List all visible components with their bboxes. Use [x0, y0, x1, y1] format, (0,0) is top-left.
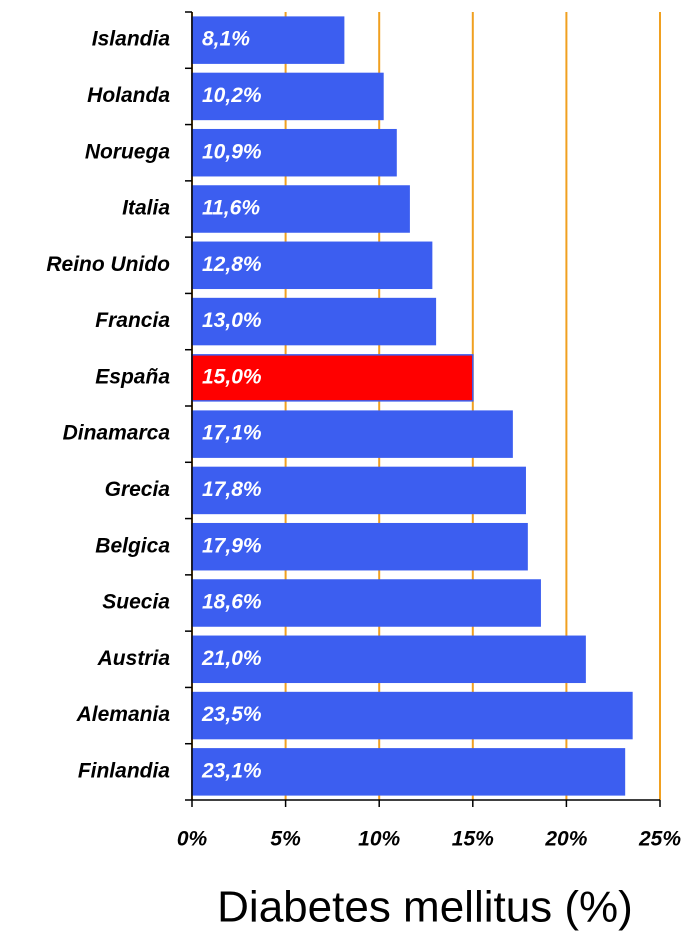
- y-tick-label: Austria: [97, 647, 171, 670]
- y-tick-label: España: [95, 365, 170, 388]
- y-tick-label: Islandia: [92, 28, 171, 51]
- y-tick-label: Suecia: [102, 591, 170, 614]
- y-tick-label: Reino Unido: [46, 253, 170, 276]
- value-label: 11,6%: [202, 197, 260, 220]
- x-tick-label: 15%: [452, 828, 494, 851]
- bar: [191, 241, 433, 290]
- value-label: 13,0%: [202, 309, 262, 332]
- y-tick-label: Dinamarca: [63, 422, 171, 445]
- x-tick-label: 10%: [358, 828, 400, 851]
- x-tick-label: 5%: [270, 828, 301, 851]
- y-tick-label: Alemania: [76, 703, 171, 726]
- bar: [191, 128, 397, 177]
- bar: [191, 579, 541, 627]
- bar: [191, 72, 384, 121]
- y-tick-label: Noruega: [85, 140, 171, 163]
- bar: [191, 466, 526, 515]
- value-label: 23,5%: [201, 703, 262, 726]
- bar: [191, 410, 513, 458]
- x-tick-label: 25%: [638, 828, 681, 851]
- y-tick-label: Italia: [122, 197, 170, 220]
- value-label: 10,9%: [202, 140, 262, 163]
- y-tick-label: Francia: [95, 309, 170, 332]
- value-label: 8,1%: [202, 28, 250, 51]
- bar: [191, 297, 437, 346]
- y-tick-label: Belgica: [95, 534, 170, 557]
- x-tick-label: 20%: [544, 828, 587, 851]
- value-label: 21,0%: [201, 647, 262, 670]
- bar: [191, 748, 626, 796]
- value-label: 17,8%: [202, 478, 262, 501]
- x-tick-label: 0%: [177, 828, 208, 851]
- value-label: 18,6%: [202, 591, 262, 614]
- value-label: 17,1%: [202, 422, 262, 445]
- value-label: 15,0%: [202, 365, 262, 388]
- y-tick-label: Holanda: [87, 84, 170, 107]
- value-label: 23,1%: [201, 759, 262, 782]
- y-tick-label: Grecia: [105, 478, 171, 501]
- bar: [191, 635, 586, 684]
- value-label: 17,9%: [202, 534, 262, 557]
- bar: [191, 522, 528, 571]
- bar: [191, 185, 410, 233]
- bar: [191, 16, 345, 64]
- bar: [191, 354, 474, 402]
- value-label: 10,2%: [202, 84, 262, 107]
- y-tick-label: Finlandia: [78, 759, 170, 782]
- x-axis-title: Diabetes mellitus (%): [217, 883, 633, 932]
- value-label: 12,8%: [202, 253, 262, 276]
- bar: [191, 691, 633, 740]
